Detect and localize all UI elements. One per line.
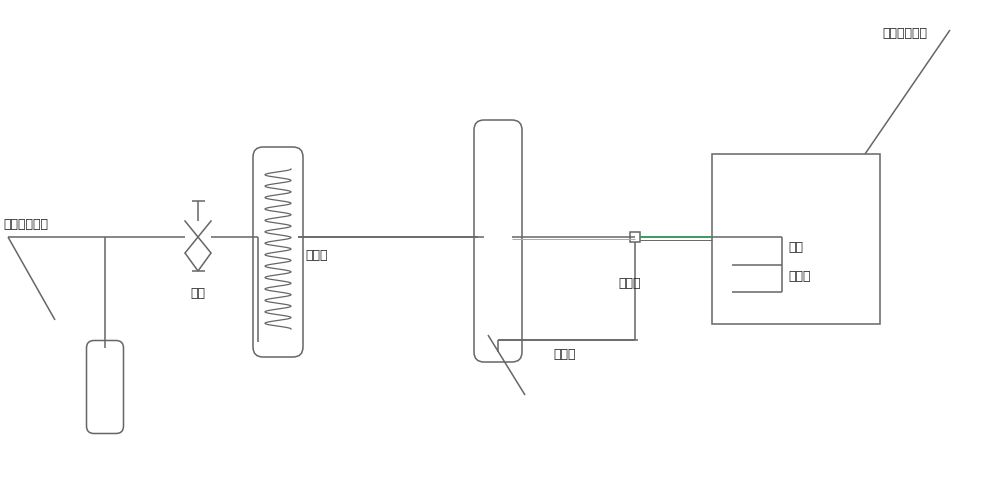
- FancyBboxPatch shape: [253, 147, 303, 357]
- Text: 真空雾化设备: 真空雾化设备: [882, 27, 927, 40]
- FancyBboxPatch shape: [87, 340, 124, 433]
- Text: 转接头: 转接头: [788, 270, 810, 283]
- Bar: [712, 154, 880, 324]
- Text: 阀门: 阀门: [190, 287, 206, 300]
- Text: 加压泵: 加压泵: [619, 277, 641, 290]
- Text: 混气罐: 混气罐: [554, 348, 576, 361]
- Bar: [630, 232, 640, 242]
- Text: 二氧化碳气体: 二氧化碳气体: [3, 218, 48, 231]
- FancyBboxPatch shape: [474, 120, 522, 362]
- Text: 电阻丝: 电阻丝: [305, 249, 328, 262]
- Text: 喷头: 喷头: [788, 241, 803, 254]
